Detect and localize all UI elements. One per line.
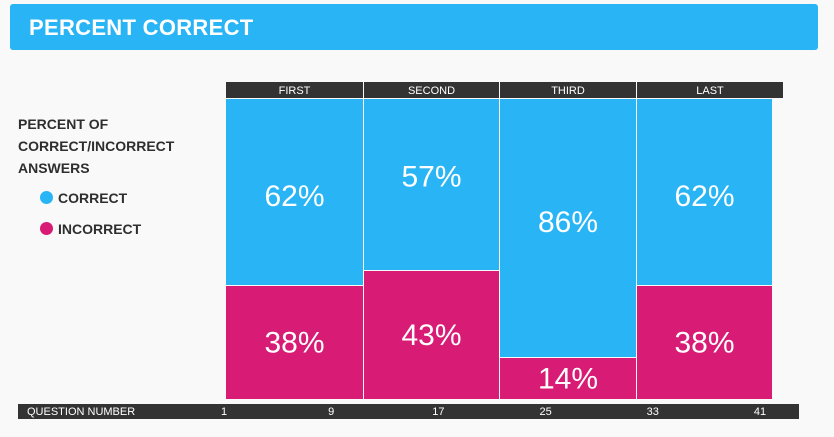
x-tick-label: 17 (432, 406, 444, 418)
column-header-label: LAST (696, 85, 724, 97)
column-header-label: SECOND (408, 85, 455, 97)
x-tick-label: 25 (539, 406, 551, 418)
column-header-label: FIRST (279, 85, 311, 97)
bar-label-incorrect: 38% (264, 326, 324, 359)
bar-segment-incorrect (364, 271, 499, 399)
bar-segment-correct (637, 99, 772, 285)
legend-title: PERCENT OF CORRECT/INCORRECT ANSWERS (18, 116, 175, 176)
legend-item-correct: CORRECT (18, 182, 208, 213)
column-header-bg (226, 82, 363, 98)
bar-segment-correct (364, 99, 499, 270)
bar-label-correct: 62% (264, 180, 324, 213)
x-tick-label: 33 (647, 406, 659, 418)
legend: PERCENT OF CORRECT/INCORRECT ANSWERS COR… (18, 113, 208, 244)
x-tick-label: 41 (754, 406, 766, 418)
title-banner: PERCENT CORRECT (10, 4, 818, 50)
column-header-label: THIRD (551, 85, 585, 97)
legend-dot-incorrect (40, 222, 53, 235)
legend-dot-correct (40, 191, 53, 204)
column-header-bg (364, 82, 499, 98)
bar-segment-incorrect (637, 286, 772, 399)
bar-label-incorrect: 38% (674, 326, 734, 359)
bar-label-correct: 57% (401, 160, 461, 193)
bar-segment-correct (500, 99, 636, 357)
column-header-bg (637, 82, 783, 98)
x-axis-bar (18, 404, 799, 419)
bar-segment-correct (226, 99, 363, 285)
column-header-bg (500, 82, 636, 98)
page-title: PERCENT CORRECT (29, 15, 254, 40)
x-tick-label: 1 (221, 406, 227, 418)
bar-segment-incorrect (226, 286, 363, 399)
bar-segment-incorrect (500, 358, 636, 399)
bar-label-incorrect: 14% (538, 362, 598, 395)
bar-label-incorrect: 43% (401, 319, 461, 352)
x-axis-label: QUESTION NUMBER (27, 406, 135, 418)
bar-label-correct: 86% (538, 206, 598, 239)
legend-item-incorrect: INCORRECT (18, 213, 208, 244)
bar-label-correct: 62% (674, 180, 734, 213)
legend-label-incorrect: INCORRECT (58, 220, 142, 237)
legend-label-correct: CORRECT (58, 189, 128, 206)
x-tick-label: 9 (328, 406, 334, 418)
